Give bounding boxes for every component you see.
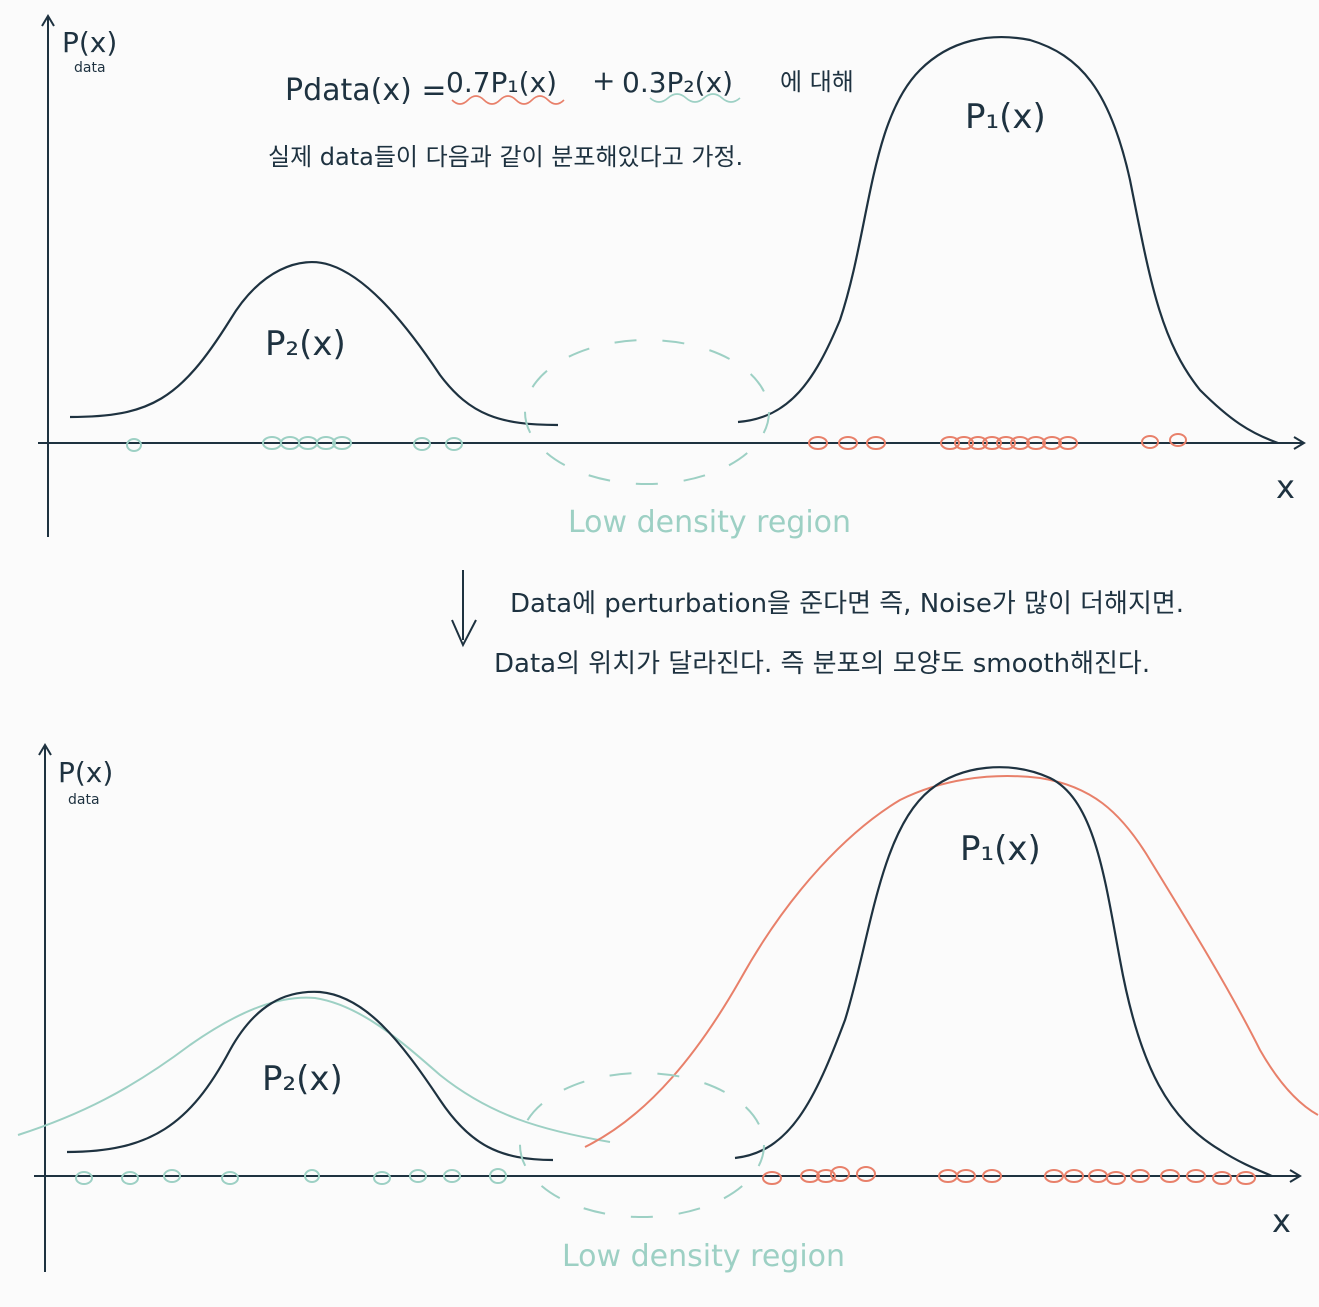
top-low-density-ellipse xyxy=(524,339,770,485)
data-point xyxy=(982,436,1002,450)
data-point xyxy=(316,436,336,450)
bottom-low-density-label: Low density region xyxy=(562,1239,845,1274)
bottom-p1-label: P₁(x) xyxy=(960,829,1041,869)
data-point xyxy=(126,438,142,452)
transition-line2: Data의 위치가 달라진다. 즉 분포의 모양도 smooth해진다. xyxy=(494,649,1150,679)
data-point xyxy=(1044,1169,1064,1183)
data-point xyxy=(866,436,886,450)
bottom-panel: P(x) data x P₂(x) P₁(x) Low density regi… xyxy=(17,743,1319,1274)
data-point xyxy=(413,437,431,451)
data-point xyxy=(1212,1171,1232,1185)
assumption-text: 실제 data들이 다음과 같이 분포해있다고 가정. xyxy=(268,143,743,171)
data-point xyxy=(816,1169,836,1183)
data-point xyxy=(1169,433,1187,447)
data-point xyxy=(838,436,858,450)
term2-underline xyxy=(649,93,741,103)
equation-plus: + xyxy=(592,64,615,97)
top-x-axis-label: x xyxy=(1276,468,1295,506)
bottom-y-axis-label: P(x) xyxy=(58,756,113,789)
data-point xyxy=(1042,436,1062,450)
top-p1-label: P₁(x) xyxy=(965,97,1046,137)
bottom-y-axis-sub: data xyxy=(68,792,100,808)
data-point xyxy=(1010,436,1030,450)
data-point xyxy=(443,1169,461,1183)
data-point xyxy=(954,436,974,450)
equation-lhs: Pdata(x) = xyxy=(285,73,447,108)
data-point xyxy=(1130,1169,1150,1183)
data-point xyxy=(409,1169,427,1183)
data-point xyxy=(830,1166,850,1182)
transition: Data에 perturbation을 준다면 즉, Noise가 많이 더해지… xyxy=(451,570,1184,679)
data-point xyxy=(1141,435,1159,449)
data-point xyxy=(1106,1171,1126,1185)
bottom-low-density-ellipse xyxy=(519,1072,765,1218)
bottom-teal-points xyxy=(75,1168,507,1185)
bottom-x-axis-label: x xyxy=(1272,1202,1291,1240)
data-point xyxy=(956,1169,976,1183)
equation-term1: 0.7P₁(x) xyxy=(446,66,557,99)
top-y-axis-sub: data xyxy=(74,60,106,76)
data-point xyxy=(1160,1169,1180,1183)
bottom-smoothed-p2-curve xyxy=(17,996,611,1143)
data-point xyxy=(940,436,960,450)
top-teal-points xyxy=(126,436,463,452)
bottom-smoothed-p1-curve xyxy=(584,775,1319,1148)
top-y-axis-label: P(x) xyxy=(62,26,117,59)
top-panel: P(x) data x Pdata(x) = 0.7P₁(x) + 0.3P₂(… xyxy=(38,14,1306,540)
term1-underline xyxy=(451,95,565,105)
top-low-density-label: Low density region xyxy=(568,505,851,540)
bottom-p2-curve xyxy=(66,990,554,1162)
data-point xyxy=(163,1169,181,1183)
data-point xyxy=(1058,436,1078,450)
data-point xyxy=(856,1166,876,1182)
data-point xyxy=(996,436,1016,450)
data-point xyxy=(968,436,988,450)
data-point xyxy=(800,1169,820,1183)
data-point xyxy=(762,1171,782,1185)
equation-suffix: 에 대해 xyxy=(780,68,854,96)
data-point xyxy=(445,437,463,451)
down-arrow-head xyxy=(451,619,477,648)
data-point xyxy=(121,1171,139,1185)
top-orange-points xyxy=(808,433,1187,450)
data-point xyxy=(1186,1169,1206,1183)
bottom-p1-curve xyxy=(734,766,1273,1178)
data-point xyxy=(332,436,352,450)
bottom-p2-label: P₂(x) xyxy=(262,1059,343,1099)
top-p2-label: P₂(x) xyxy=(265,324,346,364)
data-point xyxy=(808,436,828,450)
bottom-orange-points xyxy=(762,1166,1256,1185)
transition-line1: Data에 perturbation을 준다면 즉, Noise가 많이 더해지… xyxy=(510,589,1184,619)
top-p2-curve xyxy=(69,261,559,427)
data-point xyxy=(373,1171,391,1185)
data-point xyxy=(489,1168,507,1184)
data-point xyxy=(304,1169,320,1183)
data-point xyxy=(982,1169,1002,1183)
data-point xyxy=(221,1171,239,1185)
top-p1-curve xyxy=(737,35,1279,445)
data-point xyxy=(1026,436,1046,450)
data-point xyxy=(1064,1169,1084,1183)
data-point xyxy=(75,1171,93,1185)
data-point xyxy=(1236,1171,1256,1185)
